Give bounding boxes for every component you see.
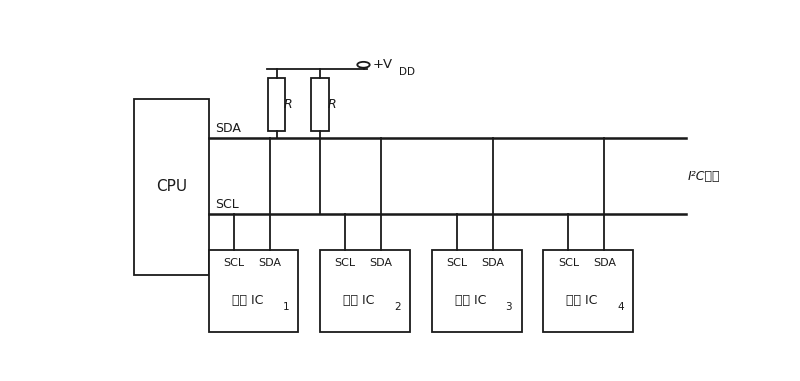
Text: SCL: SCL bbox=[334, 258, 356, 268]
Bar bbox=[268, 78, 286, 131]
Bar bbox=[320, 250, 410, 332]
Text: SCL: SCL bbox=[214, 199, 238, 211]
Bar bbox=[209, 250, 298, 332]
Text: SDA: SDA bbox=[370, 258, 393, 268]
Text: 被控 IC: 被控 IC bbox=[343, 294, 374, 307]
Text: 4: 4 bbox=[617, 302, 624, 312]
Text: 1: 1 bbox=[282, 302, 289, 312]
Text: SCL: SCL bbox=[558, 258, 579, 268]
Text: +V: +V bbox=[373, 58, 393, 71]
Text: SCL: SCL bbox=[223, 258, 244, 268]
Text: SDA: SDA bbox=[214, 122, 241, 135]
Text: CPU: CPU bbox=[156, 179, 187, 194]
Text: DD: DD bbox=[399, 67, 415, 77]
Bar bbox=[134, 99, 209, 275]
Bar bbox=[311, 78, 329, 131]
Text: SDA: SDA bbox=[593, 258, 616, 268]
Bar bbox=[432, 250, 522, 332]
Text: 2: 2 bbox=[394, 302, 401, 312]
Text: R: R bbox=[284, 98, 293, 111]
Text: SDA: SDA bbox=[482, 258, 504, 268]
Text: 3: 3 bbox=[506, 302, 512, 312]
Text: SCL: SCL bbox=[446, 258, 467, 268]
Text: 被控 IC: 被控 IC bbox=[231, 294, 263, 307]
Text: R: R bbox=[327, 98, 336, 111]
Text: I²C总线: I²C总线 bbox=[688, 170, 720, 183]
Text: 被控 IC: 被控 IC bbox=[566, 294, 598, 307]
Bar bbox=[543, 250, 634, 332]
Text: 被控 IC: 被控 IC bbox=[454, 294, 486, 307]
Text: SDA: SDA bbox=[258, 258, 281, 268]
